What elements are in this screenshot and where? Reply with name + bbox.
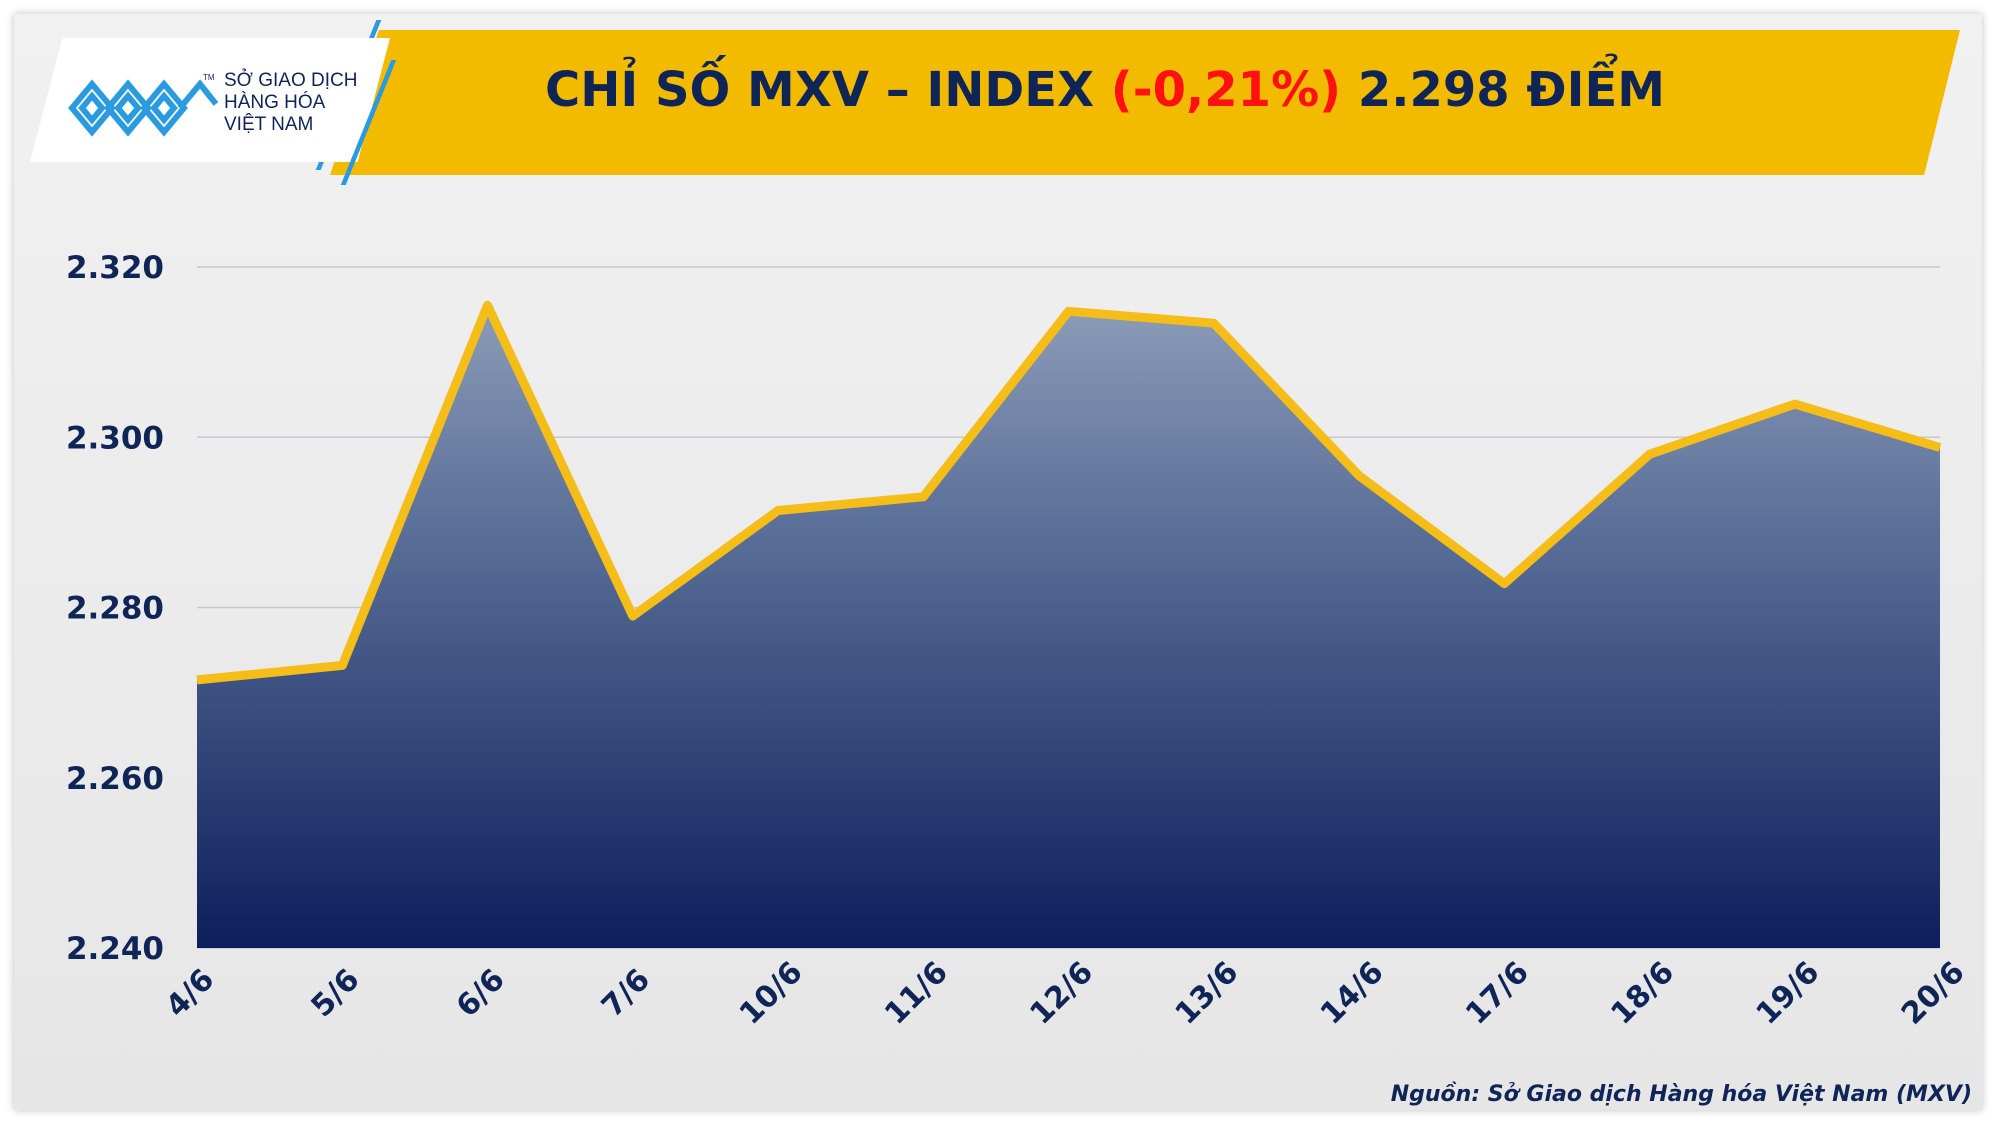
x-tick-label: 7/6 bbox=[595, 962, 657, 1024]
area-fill bbox=[197, 305, 1940, 948]
change-percent: (-0,21%) bbox=[1110, 62, 1342, 118]
x-tick-label: 14/6 bbox=[1314, 955, 1391, 1032]
x-tick-label: 4/6 bbox=[159, 962, 221, 1024]
index-line-group bbox=[196, 300, 1942, 685]
title-suffix: 2.298 ĐIỂM bbox=[1341, 62, 1665, 118]
y-tick-label: 2.300 bbox=[66, 420, 164, 456]
mxv-logo-icon bbox=[68, 79, 218, 137]
index-series-line bbox=[196, 300, 1942, 685]
source-note: Nguồn: Sở Giao dịch Hàng hóa Việt Nam (M… bbox=[1390, 1082, 1972, 1107]
x-tick-label: 20/6 bbox=[1895, 955, 1972, 1032]
title-prefix: CHỈ SỐ MXV – INDEX bbox=[545, 62, 1111, 118]
x-axis-ticks: 4/6 5/6 6/6 7/6 10/6 11/6 12/6 13/6 14/6 17/6 18/6… bbox=[159, 955, 1971, 1032]
y-tick-label: 2.260 bbox=[66, 761, 164, 797]
x-tick-label: 19/6 bbox=[1750, 955, 1827, 1032]
x-tick-label: 12/6 bbox=[1023, 955, 1100, 1032]
x-tick-label: 13/6 bbox=[1169, 955, 1246, 1032]
x-tick-label: 10/6 bbox=[733, 955, 810, 1032]
x-tick-label: 11/6 bbox=[878, 955, 955, 1032]
x-tick-label: 6/6 bbox=[450, 962, 512, 1024]
logo-text: SỞ GIAO DỊCH HÀNG HÓA VIỆT NAM bbox=[224, 70, 357, 136]
x-tick-label: 17/6 bbox=[1459, 955, 1536, 1032]
x-tick-label: 18/6 bbox=[1604, 955, 1681, 1032]
x-tick-label: 5/6 bbox=[305, 962, 367, 1024]
area-fill-group bbox=[197, 305, 1940, 948]
page-title: CHỈ SỐ MXV – INDEX (-0,21%) 2.298 ĐIỂM bbox=[380, 62, 1830, 118]
logo-line-1: SỞ GIAO DỊCH bbox=[224, 70, 358, 91]
y-tick-label: 2.240 bbox=[66, 931, 164, 967]
logo-line-3: VIỆT NAM bbox=[224, 114, 314, 135]
y-tick-label: 2.280 bbox=[66, 591, 164, 627]
trademark-mark: TM bbox=[203, 73, 215, 82]
logo-line-2: HÀNG HÓA bbox=[224, 92, 326, 113]
y-axis-ticks: 2.240 2.260 2.280 2.300 2.320 bbox=[66, 250, 164, 967]
header-banner bbox=[330, 30, 1960, 175]
y-tick-label: 2.320 bbox=[66, 250, 164, 286]
